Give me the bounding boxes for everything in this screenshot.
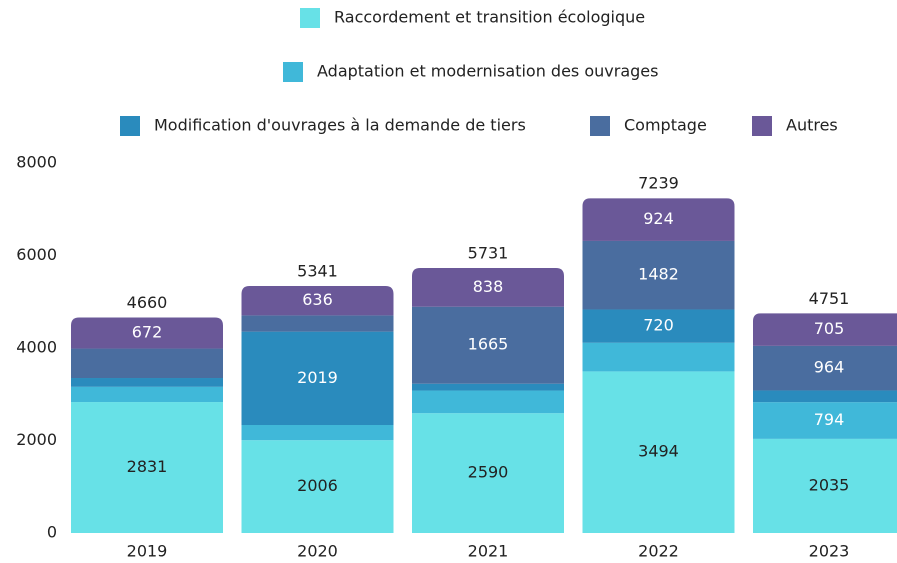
bar-segment: [71, 386, 223, 403]
legend-label: Autres: [786, 116, 838, 135]
bar-segment: [71, 348, 223, 379]
y-tick-label: 0: [47, 523, 57, 542]
legend-swatch: [120, 116, 140, 136]
bar-segment: [241, 331, 394, 426]
bar-group: [241, 285, 394, 533]
bar-segment: [582, 371, 735, 533]
bar-segment: [753, 313, 897, 346]
bar-group: [582, 198, 735, 533]
bar-segment: [753, 390, 897, 403]
bar-segment: [71, 317, 223, 349]
total-label: 5341: [297, 261, 338, 280]
value-label: 964: [814, 358, 845, 377]
x-tick-label: 2019: [127, 542, 168, 561]
y-tick-label: 6000: [16, 245, 57, 264]
bar-segment: [582, 309, 735, 343]
legend-label: Raccordement et transition écologique: [334, 8, 645, 27]
legend-swatch: [590, 116, 610, 136]
total-label: 5731: [468, 243, 509, 262]
legend-label: Modification d'ouvrages à la demande de …: [154, 116, 526, 135]
bar-segment: [71, 378, 223, 387]
bar-group: [412, 267, 564, 533]
value-label: 838: [473, 277, 504, 296]
bar-segment: [241, 425, 394, 441]
y-tick-label: 2000: [16, 430, 57, 449]
value-label: 3494: [638, 442, 679, 461]
x-tick-label: 2020: [297, 542, 338, 561]
bar-segment: [241, 285, 394, 316]
y-tick-label: 8000: [16, 153, 57, 172]
bar-segment: [582, 342, 735, 372]
total-label: 7239: [638, 174, 679, 193]
bar-group: [753, 313, 897, 533]
bar-segment: [412, 413, 564, 533]
value-label: 672: [132, 323, 163, 342]
bar-segment: [241, 440, 394, 533]
bar-segment: [753, 402, 897, 439]
value-label: 2831: [127, 457, 168, 476]
bar-segment: [753, 438, 897, 533]
bar-segment: [412, 383, 564, 391]
value-label: 1482: [638, 265, 679, 284]
bar-segment: [71, 402, 223, 533]
total-label: 4660: [127, 293, 168, 312]
x-tick-label: 2023: [809, 542, 850, 561]
legend-label: Comptage: [624, 116, 707, 135]
legend-label: Adaptation et modernisation des ouvrages: [317, 62, 658, 81]
legend-swatch: [752, 116, 772, 136]
value-label: 2006: [297, 476, 338, 495]
x-tick-label: 2022: [638, 542, 679, 561]
bar-segment: [753, 345, 897, 391]
value-label: 1665: [468, 335, 509, 354]
bar-segment: [241, 315, 394, 332]
legend-swatch: [283, 62, 303, 82]
bar-segment: [582, 240, 735, 310]
x-tick-label: 2021: [468, 542, 509, 561]
value-label: 636: [302, 290, 333, 309]
y-tick-label: 4000: [16, 338, 57, 357]
value-label: 2590: [468, 463, 509, 482]
value-label: 794: [814, 410, 845, 429]
bar-segment: [412, 390, 564, 414]
value-label: 2019: [297, 368, 338, 387]
value-label: 705: [814, 319, 845, 338]
bar-group: [71, 317, 223, 533]
bar-segment: [412, 306, 564, 384]
bar-segment: [412, 267, 564, 307]
bar-segment: [582, 198, 735, 241]
value-label: 720: [643, 316, 674, 335]
total-label: 4751: [809, 289, 850, 308]
value-label: 2035: [809, 475, 850, 494]
legend-swatch: [300, 8, 320, 28]
value-label: 924: [643, 209, 674, 228]
